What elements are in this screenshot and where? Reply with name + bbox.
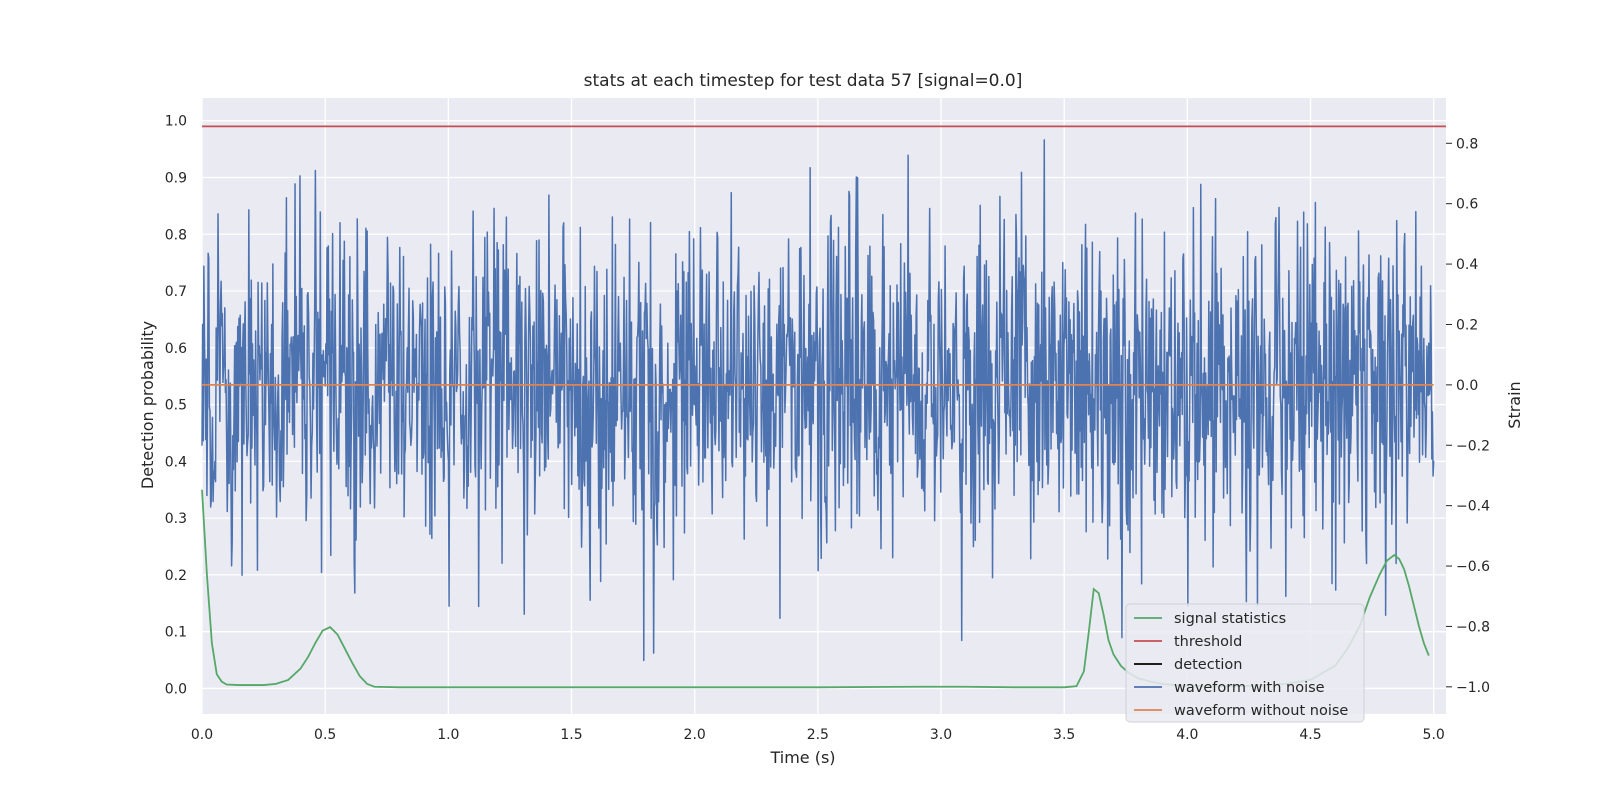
y2-tick-label: 0.2 [1456,317,1478,333]
y-tick-label: 0.0 [165,681,187,697]
y-tick-label: 0.9 [165,170,187,186]
y2-tick-label: −0.6 [1456,559,1490,575]
x-tick-label: 2.0 [684,727,706,743]
y-tick-label: 0.7 [165,284,187,300]
x-axis-ticks: 0.0 0.5 1.0 1.5 2.0 2.5 3.0 3.5 4.0 4.5 5.0 [191,727,1445,743]
y2-tick-label: −0.4 [1456,499,1490,515]
x-tick-label: 0.0 [191,727,213,743]
y-tick-label: 1.0 [165,114,187,130]
x-tick-label: 1.0 [437,727,459,743]
chart-title: stats at each timestep for test data 57 … [584,71,1023,91]
x-tick-label: 4.0 [1176,727,1198,743]
y2-tick-label: −0.2 [1456,438,1490,454]
x-axis-label: Time (s) [769,748,835,767]
legend: signal statistics threshold detection wavef… [1125,603,1365,723]
y-tick-label: 0.1 [165,625,187,641]
y2-tick-label: 0.4 [1456,257,1478,273]
x-tick-label: 2.5 [807,727,829,743]
y-tick-label: 0.5 [165,398,187,414]
y-tick-label: 0.4 [165,454,187,470]
y-tick-label: 0.8 [165,227,187,243]
y-tick-label: 0.6 [165,341,187,357]
legend-entry: signal statistics [1174,611,1286,627]
y-tick-label: 0.3 [165,511,187,527]
legend-entry: waveform without noise [1174,703,1348,719]
y2-axis-label: Strain [1505,381,1524,428]
x-tick-label: 3.5 [1053,727,1075,743]
y2-tick-label: 0.6 [1456,197,1478,213]
legend-entry: detection [1174,657,1242,673]
x-tick-label: 4.5 [1299,727,1321,743]
y-tick-label: 0.2 [165,568,187,584]
y-axis-label: Detection probability [138,321,157,489]
legend-entry: waveform with noise [1174,680,1325,696]
legend-entry: threshold [1174,634,1242,650]
series-waveform-with-noise [201,139,1435,662]
x-tick-label: 0.5 [314,727,336,743]
y2-tick-label: −0.8 [1456,619,1490,635]
y2-tick-label: 0.0 [1456,378,1478,394]
x-tick-label: 5.0 [1423,727,1445,743]
x-tick-label: 3.0 [930,727,952,743]
legend-box [1125,603,1365,723]
y-axis-ticks: 0.0 0.1 0.2 0.3 0.4 0.5 0.6 0.7 0.8 0.9 1.0 [165,114,187,698]
y2-tick-label: −1.0 [1456,680,1490,696]
y2-tick-label: 0.8 [1456,136,1478,152]
y2-axis-ticks: −1.0 −0.8 −0.6 −0.4 −0.2 0.0 0.2 0.4 0.6 0.8 [1446,136,1490,696]
x-tick-label: 1.5 [560,727,582,743]
